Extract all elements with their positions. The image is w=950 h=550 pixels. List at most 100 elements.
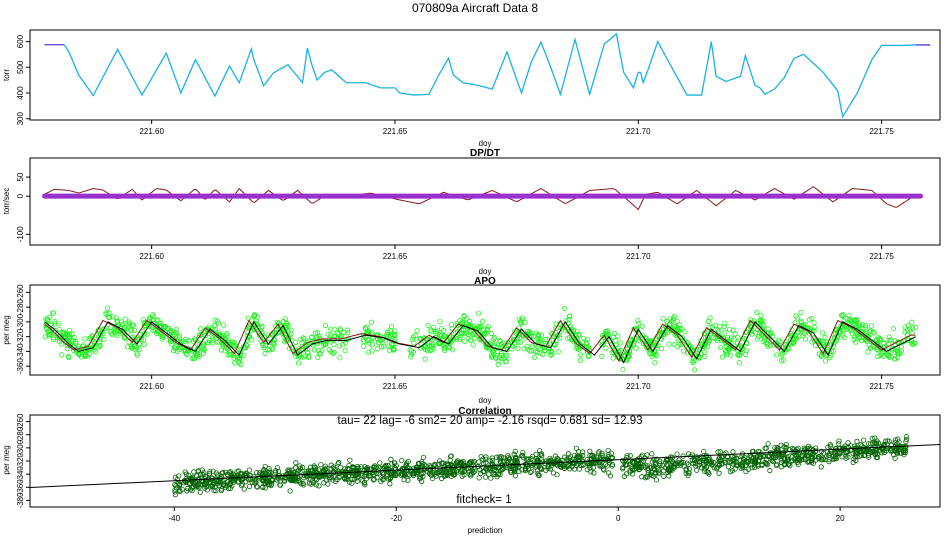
apo-point bbox=[880, 353, 886, 359]
correlation-x-label: prediction bbox=[468, 526, 503, 535]
apo-point bbox=[811, 338, 818, 344]
correlation-point bbox=[354, 475, 360, 481]
correlation-point bbox=[489, 455, 495, 461]
correlation-point bbox=[349, 476, 355, 483]
correlation-point bbox=[815, 454, 821, 460]
apo-point bbox=[848, 318, 855, 324]
correlation-y-tick-label: -280 bbox=[16, 426, 25, 443]
correlation-point bbox=[478, 454, 484, 460]
apo-point bbox=[658, 345, 665, 352]
apo-point bbox=[459, 319, 465, 325]
figure-title: 070809a Aircraft Data 8 bbox=[412, 1, 538, 15]
apo-point bbox=[129, 335, 135, 341]
apo-point bbox=[124, 344, 130, 350]
apo-point bbox=[515, 345, 521, 351]
apo-point bbox=[789, 341, 795, 347]
apo-y-label: per meg bbox=[2, 315, 11, 344]
apo-point bbox=[652, 360, 658, 366]
correlation-point bbox=[700, 457, 706, 463]
correlation-point bbox=[520, 449, 526, 456]
correlation-point bbox=[783, 447, 789, 454]
correlation-point bbox=[200, 472, 206, 478]
correlation-point bbox=[272, 469, 279, 475]
apo-point bbox=[162, 323, 169, 329]
pressure-y-label: torr bbox=[2, 69, 11, 81]
correlation-point bbox=[277, 482, 283, 488]
pressure-y-tick-label: 600 bbox=[16, 34, 25, 48]
correlation-point bbox=[313, 469, 319, 475]
apo-point bbox=[720, 354, 726, 360]
correlation-point bbox=[210, 468, 216, 474]
correlation-point bbox=[313, 467, 319, 473]
correlation-point bbox=[854, 438, 860, 444]
apo-point bbox=[660, 316, 666, 322]
correlation-point bbox=[639, 474, 645, 480]
correlation-point bbox=[490, 470, 496, 476]
correlation-point bbox=[835, 450, 841, 456]
correlation-point bbox=[354, 478, 360, 484]
correlation-point bbox=[784, 454, 791, 461]
apo-point bbox=[423, 336, 429, 342]
apo-title: APO bbox=[474, 276, 496, 287]
apo-point bbox=[577, 357, 583, 363]
apo-point bbox=[875, 341, 881, 347]
correlation-point bbox=[195, 481, 201, 487]
correlation-point bbox=[724, 454, 731, 460]
apo-point bbox=[728, 335, 735, 341]
apo-point bbox=[381, 343, 387, 349]
correlation-point bbox=[629, 459, 635, 465]
dpdt-x-axis: 221.60 221.65 221.70 221.75 bbox=[139, 244, 894, 261]
correlation-point bbox=[459, 473, 465, 479]
correlation-point bbox=[321, 480, 327, 486]
apo-point bbox=[638, 335, 644, 341]
correlation-point bbox=[766, 453, 772, 460]
apo-plot-area bbox=[42, 305, 919, 373]
correlation-point bbox=[732, 466, 738, 472]
dpdt-x-tick-label: 221.65 bbox=[383, 252, 408, 261]
apo-point bbox=[786, 340, 792, 347]
correlation-point bbox=[880, 447, 886, 453]
correlation-point bbox=[331, 466, 337, 472]
apo-panel: APO 221.60 221.65 221.70 221.75 -360-340-32… bbox=[2, 276, 941, 405]
apo-point bbox=[455, 323, 461, 329]
apo-point bbox=[518, 320, 524, 326]
apo-point bbox=[838, 312, 845, 318]
apo-point bbox=[888, 337, 894, 343]
apo-point bbox=[475, 332, 481, 339]
correlation-point bbox=[499, 466, 505, 472]
correlation-point bbox=[694, 467, 700, 473]
apo-point bbox=[439, 326, 445, 332]
correlation-point bbox=[740, 460, 746, 466]
correlation-point bbox=[522, 467, 528, 474]
apo-point bbox=[779, 350, 785, 356]
correlation-point bbox=[539, 453, 545, 459]
correlation-point bbox=[261, 480, 267, 487]
pressure-series bbox=[44, 32, 931, 119]
apo-point bbox=[577, 352, 584, 358]
apo-point bbox=[798, 309, 804, 316]
apo-point bbox=[369, 348, 375, 354]
apo-point bbox=[566, 313, 573, 319]
apo-point bbox=[722, 320, 728, 326]
correlation-point bbox=[380, 474, 386, 480]
apo-point bbox=[417, 336, 423, 342]
apo-point bbox=[101, 336, 107, 342]
correlation-point bbox=[769, 458, 776, 464]
apo-point bbox=[249, 337, 255, 343]
correlation-point bbox=[783, 446, 789, 452]
correlation-point bbox=[845, 449, 851, 455]
apo-point bbox=[728, 352, 734, 358]
apo-point bbox=[603, 345, 609, 351]
apo-point bbox=[865, 349, 871, 355]
correlation-point bbox=[537, 465, 544, 471]
correlation-point bbox=[342, 473, 349, 479]
correlation-point bbox=[765, 441, 771, 447]
correlation-point bbox=[225, 479, 231, 485]
correlation-point bbox=[892, 455, 898, 461]
apo-point bbox=[302, 346, 309, 352]
apo-point bbox=[428, 329, 434, 335]
correlation-point bbox=[826, 452, 833, 458]
apo-point bbox=[827, 355, 833, 361]
correlation-point bbox=[600, 466, 607, 472]
apo-point bbox=[856, 324, 862, 331]
